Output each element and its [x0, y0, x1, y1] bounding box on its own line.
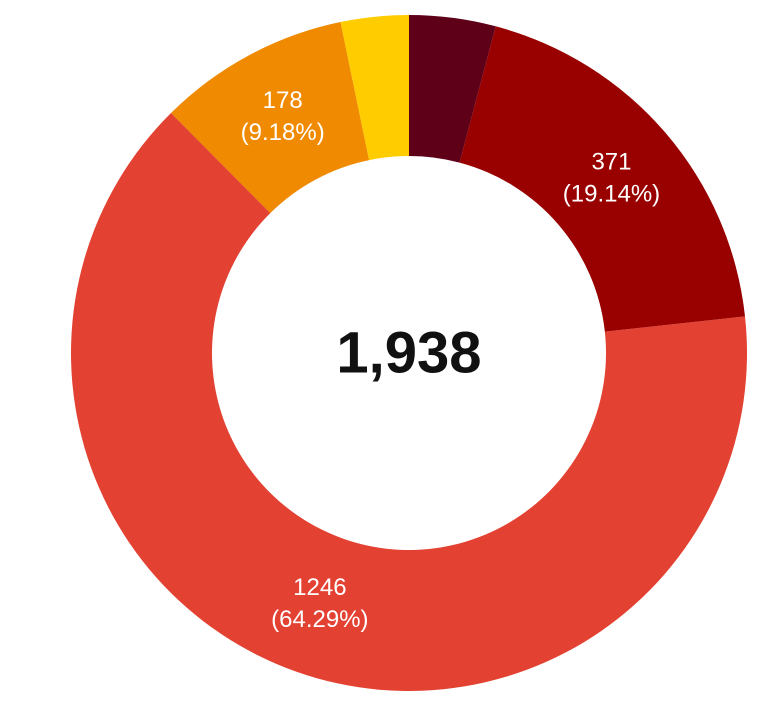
donut-segment [459, 26, 746, 332]
donut-segment [340, 15, 409, 161]
center-total: 1,938 [336, 320, 481, 385]
donut-segment [409, 15, 496, 163]
segment-value: 371 [591, 148, 631, 175]
donut-segment [170, 22, 370, 214]
segment-percent: (64.29%) [271, 606, 368, 633]
segment-value: 1246 [293, 574, 346, 601]
donut-segment [71, 113, 748, 691]
segment-percent: (9.18%) [241, 119, 325, 146]
segment-value: 178 [263, 87, 303, 114]
segment-percent: (19.14%) [563, 180, 660, 207]
